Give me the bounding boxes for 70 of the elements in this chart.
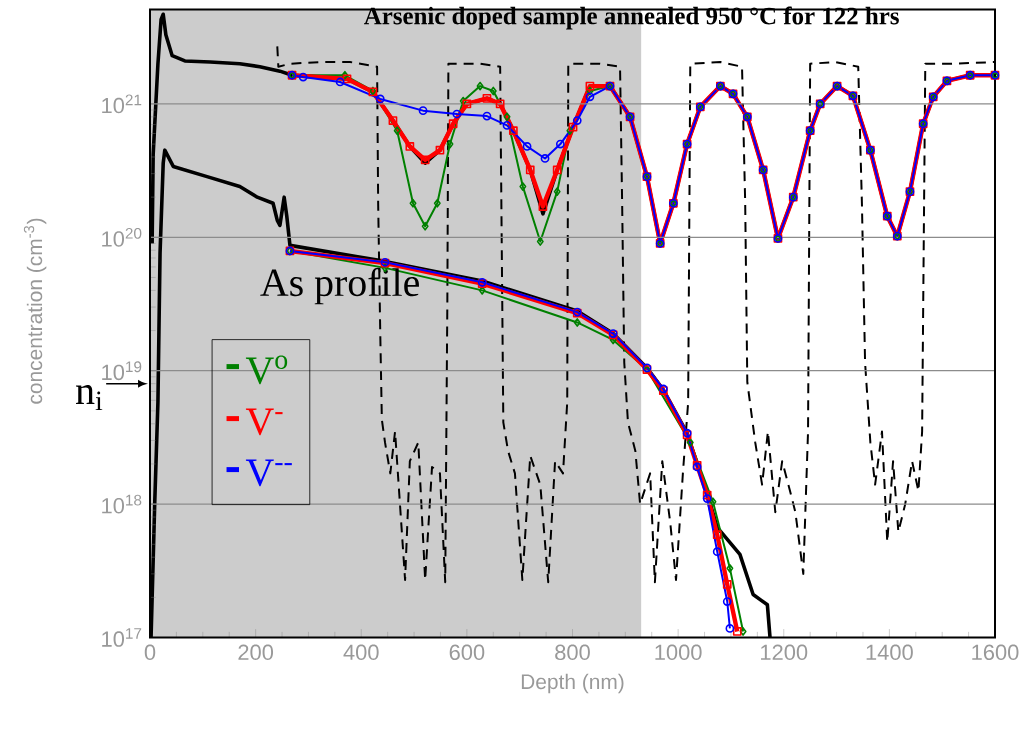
point — [405, 142, 415, 152]
x-tick-label: 1400 — [866, 644, 913, 661]
point — [568, 122, 578, 132]
point — [446, 139, 454, 149]
point — [335, 77, 345, 87]
x-tick-label: 800 — [555, 644, 590, 661]
point — [585, 92, 595, 102]
point — [409, 199, 417, 208]
point — [298, 72, 308, 82]
point — [702, 490, 712, 500]
point — [702, 494, 712, 504]
point — [495, 99, 505, 109]
point — [573, 318, 581, 328]
point — [722, 580, 732, 590]
point — [522, 142, 532, 152]
annotation: As profile — [260, 267, 419, 305]
point — [726, 564, 734, 573]
legend-label: V$^{o}$ — [245, 355, 288, 385]
point — [553, 187, 561, 197]
point — [538, 202, 548, 212]
point — [572, 116, 582, 126]
point — [686, 438, 694, 448]
legend-label: V$^{--}$ — [245, 459, 292, 487]
point — [502, 121, 512, 131]
point — [489, 86, 497, 96]
point — [585, 81, 595, 91]
x-tick-label: 600 — [449, 644, 485, 661]
point — [540, 154, 550, 164]
point — [435, 146, 445, 155]
point — [732, 627, 742, 637]
point — [388, 116, 398, 126]
x-tick-label: 1600 — [972, 644, 1019, 661]
point — [722, 597, 732, 607]
y-tick-label: 10$^{20}$ — [102, 228, 142, 247]
y-axis-title: concentration (cm$^{-3}$) — [23, 218, 47, 404]
point — [482, 94, 492, 103]
point — [393, 126, 401, 136]
x-tick-label: 0 — [144, 644, 156, 661]
point — [448, 119, 458, 129]
y-tick-label: 10$^{17}$ — [102, 628, 142, 648]
point — [503, 112, 511, 122]
point — [552, 165, 562, 175]
x-tick-label: 1000 — [655, 644, 702, 661]
point — [418, 106, 428, 116]
point — [342, 74, 352, 84]
point — [525, 165, 535, 175]
point — [421, 222, 429, 231]
point — [712, 530, 722, 540]
y-tick-label: 10$^{19}$ — [102, 361, 142, 381]
y-tick-label: 10$^{18}$ — [102, 494, 142, 514]
annotation: n$_{i}$ — [76, 385, 103, 411]
x-tick-label: 1200 — [761, 644, 808, 661]
point — [519, 182, 527, 192]
point — [508, 126, 518, 136]
point — [482, 111, 492, 121]
point — [462, 99, 472, 109]
point — [452, 109, 462, 119]
point — [709, 497, 717, 507]
x-tick-label: 400 — [343, 644, 379, 661]
x-tick-label: 200 — [238, 644, 274, 661]
y-tick-label: 10$^{21}$ — [102, 94, 142, 114]
point — [375, 94, 385, 104]
point — [420, 155, 430, 165]
x-axis-title: Depth (nm) — [521, 673, 624, 694]
point — [476, 81, 484, 91]
point — [712, 547, 722, 557]
point — [536, 237, 544, 247]
legend-label: V$^{-}$ — [245, 408, 283, 436]
point — [555, 139, 565, 149]
point — [433, 199, 441, 208]
